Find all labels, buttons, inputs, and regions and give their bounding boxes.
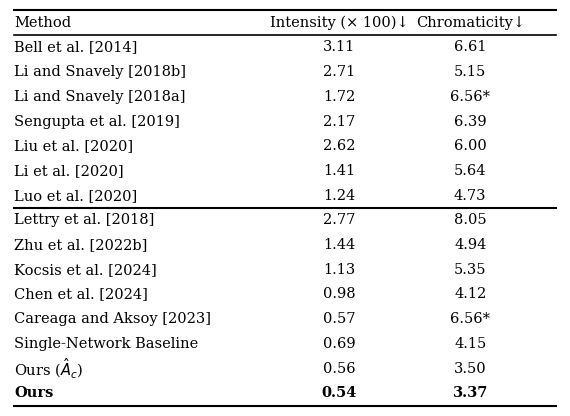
Text: 6.56*: 6.56* (450, 312, 490, 326)
Text: Lettry et al. [2018]: Lettry et al. [2018] (14, 213, 154, 228)
Text: 3.11: 3.11 (323, 40, 355, 54)
Text: 0.98: 0.98 (323, 287, 356, 302)
Text: 5.35: 5.35 (454, 263, 487, 277)
Text: 3.37: 3.37 (453, 386, 488, 400)
Text: 6.00: 6.00 (454, 139, 487, 153)
Text: Single-Network Baseline: Single-Network Baseline (14, 337, 198, 351)
Text: 3.50: 3.50 (454, 362, 487, 376)
Text: 0.57: 0.57 (323, 312, 356, 326)
Text: 4.94: 4.94 (454, 238, 486, 252)
Text: 5.15: 5.15 (454, 65, 486, 79)
Text: 1.41: 1.41 (323, 164, 355, 178)
Text: Careaga and Aksoy [2023]: Careaga and Aksoy [2023] (14, 312, 211, 326)
Text: 2.62: 2.62 (323, 139, 356, 153)
Text: Zhu et al. [2022b]: Zhu et al. [2022b] (14, 238, 148, 252)
Text: 0.54: 0.54 (321, 386, 357, 400)
Text: Li and Snavely [2018b]: Li and Snavely [2018b] (14, 65, 186, 79)
Text: 2.17: 2.17 (323, 114, 355, 129)
Text: Sengupta et al. [2019]: Sengupta et al. [2019] (14, 114, 180, 129)
Text: 1.72: 1.72 (323, 90, 355, 104)
Text: 4.12: 4.12 (454, 287, 486, 302)
Text: 2.71: 2.71 (323, 65, 355, 79)
Text: Luo et al. [2020]: Luo et al. [2020] (14, 188, 137, 203)
Text: Ours ($\hat{A}_c$): Ours ($\hat{A}_c$) (14, 357, 83, 381)
Text: Li and Snavely [2018a]: Li and Snavely [2018a] (14, 90, 186, 104)
Text: Kocsis et al. [2024]: Kocsis et al. [2024] (14, 263, 157, 277)
Text: 1.13: 1.13 (323, 263, 355, 277)
Text: 6.39: 6.39 (454, 114, 487, 129)
Text: 0.56: 0.56 (323, 362, 356, 376)
Text: Ours: Ours (14, 386, 54, 400)
Text: 4.15: 4.15 (454, 337, 486, 351)
Text: Li et al. [2020]: Li et al. [2020] (14, 164, 124, 178)
Text: Intensity (× 100)↓: Intensity (× 100)↓ (270, 15, 409, 30)
Text: 2.77: 2.77 (323, 213, 355, 228)
Text: 6.56*: 6.56* (450, 90, 490, 104)
Text: Method: Method (14, 16, 71, 30)
Text: 0.69: 0.69 (323, 337, 356, 351)
Text: Chen et al. [2024]: Chen et al. [2024] (14, 287, 148, 302)
Text: Liu et al. [2020]: Liu et al. [2020] (14, 139, 133, 153)
Text: 1.44: 1.44 (323, 238, 355, 252)
Text: Bell et al. [2014]: Bell et al. [2014] (14, 40, 137, 54)
Text: 1.24: 1.24 (323, 188, 355, 203)
Text: 4.73: 4.73 (454, 188, 487, 203)
Text: 8.05: 8.05 (454, 213, 487, 228)
Text: 6.61: 6.61 (454, 40, 487, 54)
Text: Chromaticity↓: Chromaticity↓ (416, 16, 525, 30)
Text: 5.64: 5.64 (454, 164, 487, 178)
